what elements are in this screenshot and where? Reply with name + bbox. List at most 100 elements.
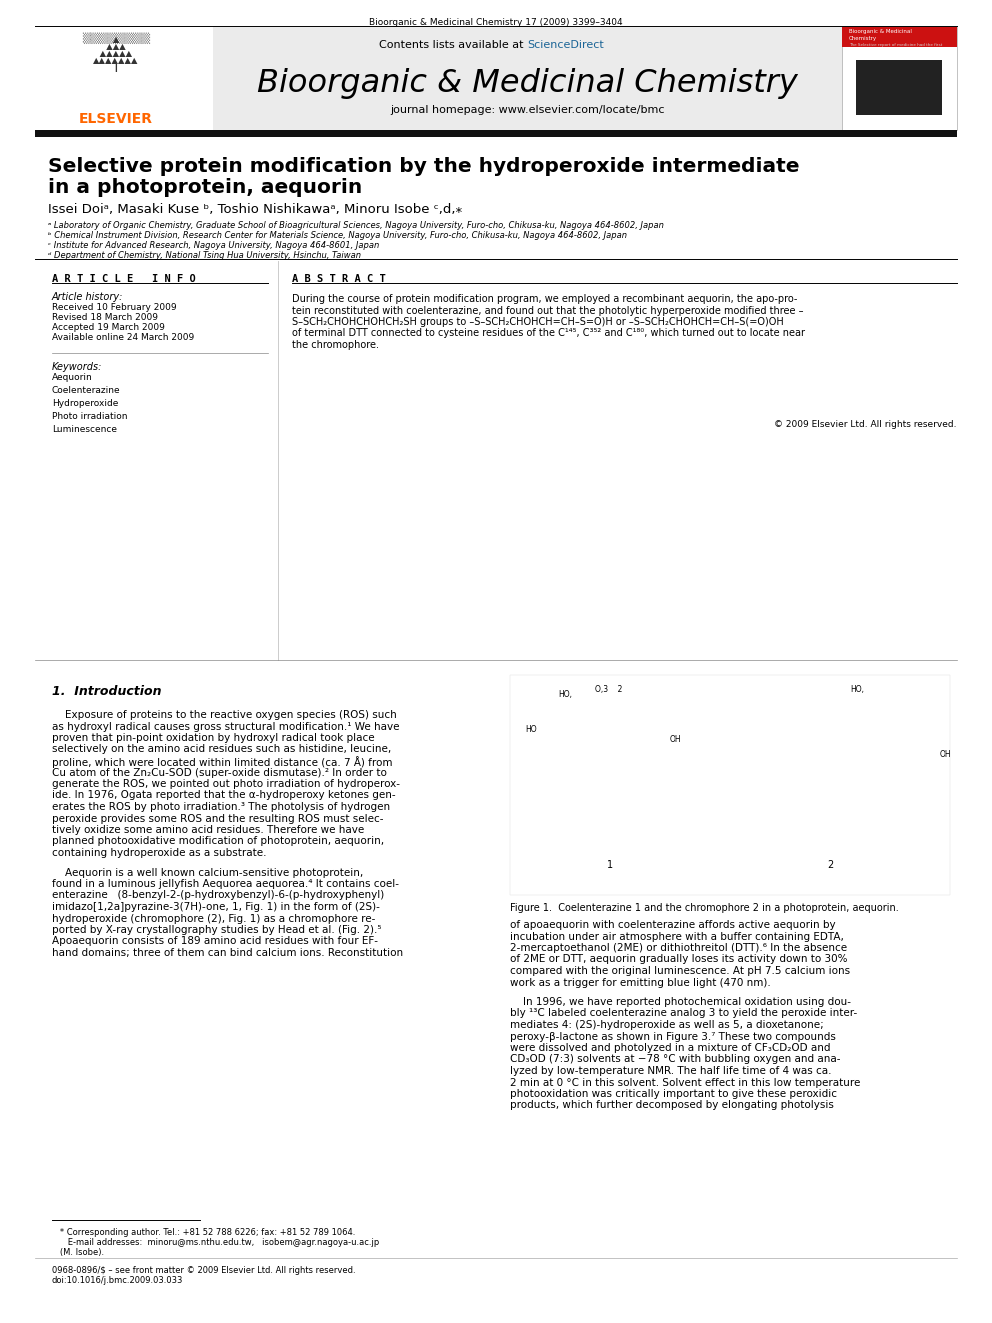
Text: Chemistry: Chemistry: [849, 36, 877, 41]
Text: imidazo[1,2a]pyrazine-3(7H)-one, 1, Fig. 1) in the form of (2S)-: imidazo[1,2a]pyrazine-3(7H)-one, 1, Fig.…: [52, 902, 380, 912]
Text: Photo irradiation: Photo irradiation: [52, 411, 128, 421]
Text: ▲▲▲: ▲▲▲: [101, 42, 131, 52]
Text: work as a trigger for emitting blue light (470 nm).: work as a trigger for emitting blue ligh…: [510, 978, 771, 987]
Bar: [35, 26, 957, 130]
Text: photooxidation was critically important to give these peroxidic: photooxidation was critically important …: [510, 1089, 837, 1099]
Text: ᵇ Chemical Instrument Division, Research Center for Materials Science, Nagoya Un: ᵇ Chemical Instrument Division, Research…: [48, 232, 627, 239]
Text: 2: 2: [827, 860, 833, 871]
Text: ScienceDirect: ScienceDirect: [527, 40, 604, 50]
Text: Bioorganic & Medicinal Chemistry: Bioorganic & Medicinal Chemistry: [257, 67, 798, 99]
Text: 1: 1: [607, 860, 613, 871]
Text: of 2ME or DTT, aequorin gradually loses its activity down to 30%: of 2ME or DTT, aequorin gradually loses …: [510, 954, 847, 964]
Text: lyzed by low-temperature NMR. The half life time of 4 was ca.: lyzed by low-temperature NMR. The half l…: [510, 1066, 831, 1076]
Text: bly ¹³C labeled coelenterazine analog 3 to yield the peroxide inter-: bly ¹³C labeled coelenterazine analog 3 …: [510, 1008, 857, 1019]
Text: ide. In 1976, Ogata reported that the α-hydroperoxy ketones gen-: ide. In 1976, Ogata reported that the α-…: [52, 791, 396, 800]
Text: Keywords:: Keywords:: [52, 363, 102, 372]
Text: were dissolved and photolyzed in a mixture of CF₃CD₂OD and: were dissolved and photolyzed in a mixtu…: [510, 1043, 830, 1053]
Text: Bioorganic & Medicinal: Bioorganic & Medicinal: [849, 29, 912, 34]
Text: Selective protein modification by the hydroperoxide intermediate: Selective protein modification by the hy…: [48, 157, 800, 176]
Text: doi:10.1016/j.bmc.2009.03.033: doi:10.1016/j.bmc.2009.03.033: [52, 1275, 184, 1285]
Text: of apoaequorin with coelenterazine affords active aequorin by: of apoaequorin with coelenterazine affor…: [510, 919, 835, 930]
Text: mediates 4: (2S)-hydroperoxide as well as 5, a dioxetanone;: mediates 4: (2S)-hydroperoxide as well a…: [510, 1020, 823, 1031]
Text: ▒▒▒▒▒▒▒▒: ▒▒▒▒▒▒▒▒: [82, 33, 150, 45]
Text: Available online 24 March 2009: Available online 24 March 2009: [52, 333, 194, 343]
Text: Figure 1.  Coelenterazine 1 and the chromophore 2 in a photoprotein, aequorin.: Figure 1. Coelenterazine 1 and the chrom…: [510, 904, 899, 913]
Text: 2-mercaptoethanol (2ME) or dithiothreitol (DTT).⁶ In the absence: 2-mercaptoethanol (2ME) or dithiothreito…: [510, 943, 847, 953]
Text: hydroperoxide (chromophore (2), Fig. 1) as a chromophore re-: hydroperoxide (chromophore (2), Fig. 1) …: [52, 913, 375, 923]
Text: Coelenterazine: Coelenterazine: [52, 386, 121, 396]
Text: Issei Doiᵃ, Masaki Kuse ᵇ, Toshio Nishikawaᵃ, Minoru Isobe ᶜ,d,⁎: Issei Doiᵃ, Masaki Kuse ᵇ, Toshio Nishik…: [48, 202, 462, 216]
Text: generate the ROS, we pointed out photo irradiation of hydroperox-: generate the ROS, we pointed out photo i…: [52, 779, 400, 789]
Text: Exposure of proteins to the reactive oxygen species (ROS) such: Exposure of proteins to the reactive oxy…: [52, 710, 397, 720]
Text: Bioorganic & Medicinal Chemistry 17 (2009) 3399–3404: Bioorganic & Medicinal Chemistry 17 (200…: [369, 19, 623, 26]
Text: ᵈ Department of Chemistry, National Tsing Hua University, Hsinchu, Taiwan: ᵈ Department of Chemistry, National Tsin…: [48, 251, 361, 261]
Text: planned photooxidative modification of photoprotein, aequorin,: planned photooxidative modification of p…: [52, 836, 384, 847]
Text: O,3    2: O,3 2: [595, 685, 622, 695]
Text: proven that pin-point oxidation by hydroxyl radical took place: proven that pin-point oxidation by hydro…: [52, 733, 375, 744]
Text: in a photoprotein, aequorin: in a photoprotein, aequorin: [48, 179, 362, 197]
Text: enterazine   (8-benzyl-2-(p-hydroxybenzyl)-6-(p-hydroxyphenyl): enterazine (8-benzyl-2-(p-hydroxybenzyl)…: [52, 890, 384, 901]
Text: of terminal DTT connected to cysteine residues of the C¹⁴⁵, C³⁵² and C¹⁸⁰, which: of terminal DTT connected to cysteine re…: [292, 328, 805, 339]
Text: tively oxidize some amino acid residues. Therefore we have: tively oxidize some amino acid residues.…: [52, 826, 364, 835]
Text: During the course of protein modification program, we employed a recombinant aeq: During the course of protein modificatio…: [292, 294, 798, 304]
Text: Revised 18 March 2009: Revised 18 March 2009: [52, 314, 158, 321]
Text: Cu atom of the Zn₂Cu-SOD (super-oxide dismutase).² In order to: Cu atom of the Zn₂Cu-SOD (super-oxide di…: [52, 767, 387, 778]
Bar: [35, 26, 213, 130]
Text: E-mail addresses:  minoru@ms.nthu.edu.tw,   isobem@agr.nagoya-u.ac.jp: E-mail addresses: minoru@ms.nthu.edu.tw,…: [52, 1238, 379, 1248]
Text: ▲: ▲: [105, 34, 127, 44]
Bar: [842, 26, 957, 48]
Bar: [842, 26, 957, 130]
Text: ported by X-ray crystallography studies by Head et al. (Fig. 2).⁵: ported by X-ray crystallography studies …: [52, 925, 382, 935]
Text: Hydroperoxide: Hydroperoxide: [52, 400, 118, 407]
Text: Article history:: Article history:: [52, 292, 123, 302]
Text: products, which further decomposed by elongating photolysis: products, which further decomposed by el…: [510, 1101, 834, 1110]
Text: erates the ROS by photo irradiation.³ The photolysis of hydrogen: erates the ROS by photo irradiation.³ Th…: [52, 802, 390, 812]
Text: 2 min at 0 °C in this solvent. Solvent effect in this low temperature: 2 min at 0 °C in this solvent. Solvent e…: [510, 1077, 860, 1088]
Text: OH: OH: [670, 736, 682, 744]
Text: peroxide provides some ROS and the resulting ROS must selec-: peroxide provides some ROS and the resul…: [52, 814, 384, 823]
Text: OH: OH: [940, 750, 951, 759]
Text: compared with the original luminescence. At pH 7.5 calcium ions: compared with the original luminescence.…: [510, 966, 850, 976]
Text: * Corresponding author. Tel.: +81 52 788 6226; fax: +81 52 789 1064.: * Corresponding author. Tel.: +81 52 788…: [52, 1228, 355, 1237]
Text: 0968-0896/$ – see front matter © 2009 Elsevier Ltd. All rights reserved.: 0968-0896/$ – see front matter © 2009 El…: [52, 1266, 355, 1275]
Bar: [856, 60, 942, 115]
Text: Aequorin: Aequorin: [52, 373, 92, 382]
Text: © 2009 Elsevier Ltd. All rights reserved.: © 2009 Elsevier Ltd. All rights reserved…: [775, 419, 957, 429]
Bar: [35, 130, 957, 138]
Text: proline, which were located within limited distance (ca. 7 Å) from: proline, which were located within limit…: [52, 755, 393, 767]
Text: A B S T R A C T: A B S T R A C T: [292, 274, 386, 284]
Text: Luminescence: Luminescence: [52, 425, 117, 434]
Text: (M. Isobe).: (M. Isobe).: [52, 1248, 104, 1257]
Text: 1.  Introduction: 1. Introduction: [52, 685, 162, 699]
Text: as hydroxyl radical causes gross structural modification.¹ We have: as hydroxyl radical causes gross structu…: [52, 721, 400, 732]
Text: S–SCH₂CHOHCHOHCH₂SH groups to –S–SCH₂CHOHCH=CH–S=O)H or –S–SCH₂CHOHCH=CH–S(=O)OH: S–SCH₂CHOHCHOHCH₂SH groups to –S–SCH₂CHO…: [292, 318, 784, 327]
Text: ELSEVIER: ELSEVIER: [79, 112, 153, 126]
Text: A R T I C L E   I N F O: A R T I C L E I N F O: [52, 274, 195, 284]
Text: found in a luminous jellyfish Aequorea aequorea.⁴ It contains coel-: found in a luminous jellyfish Aequorea a…: [52, 878, 399, 889]
Text: journal homepage: www.elsevier.com/locate/bmc: journal homepage: www.elsevier.com/locat…: [390, 105, 665, 115]
Text: CD₃OD (7:3) solvents at −78 °C with bubbling oxygen and ana-: CD₃OD (7:3) solvents at −78 °C with bubb…: [510, 1054, 840, 1065]
Text: Accepted 19 March 2009: Accepted 19 March 2009: [52, 323, 165, 332]
Text: ▲▲▲▲▲▲▲: ▲▲▲▲▲▲▲: [93, 56, 139, 65]
Text: Received 10 February 2009: Received 10 February 2009: [52, 303, 177, 312]
Text: selectively on the amino acid residues such as histidine, leucine,: selectively on the amino acid residues s…: [52, 745, 391, 754]
Text: In 1996, we have reported photochemical oxidation using dou-: In 1996, we have reported photochemical …: [510, 998, 851, 1007]
Text: ᶜ Institute for Advanced Research, Nagoya University, Nagoya 464-8601, Japan: ᶜ Institute for Advanced Research, Nagoy…: [48, 241, 379, 250]
Text: incubation under air atmosphere with a buffer containing EDTA,: incubation under air atmosphere with a b…: [510, 931, 844, 942]
Text: Apoaequorin consists of 189 amino acid residues with four EF-: Apoaequorin consists of 189 amino acid r…: [52, 937, 378, 946]
Text: the chromophore.: the chromophore.: [292, 340, 379, 351]
Text: Aequorin is a well known calcium-sensitive photoprotein,: Aequorin is a well known calcium-sensiti…: [52, 868, 363, 877]
Text: HO: HO: [525, 725, 537, 734]
Text: ᵃ Laboratory of Organic Chemistry, Graduate School of Bioagricultural Sciences, : ᵃ Laboratory of Organic Chemistry, Gradu…: [48, 221, 664, 230]
Text: containing hydroperoxide as a substrate.: containing hydroperoxide as a substrate.: [52, 848, 267, 859]
Bar: [510, 675, 950, 894]
Text: ▲▲▲▲▲: ▲▲▲▲▲: [97, 49, 135, 58]
Text: tein reconstituted with coelenterazine, and found out that the photolytic hyperp: tein reconstituted with coelenterazine, …: [292, 306, 804, 315]
Text: peroxy-β-lactone as shown in Figure 3.⁷ These two compounds: peroxy-β-lactone as shown in Figure 3.⁷ …: [510, 1032, 836, 1041]
Text: The Selective report of medicine had the first: The Selective report of medicine had the…: [849, 44, 942, 48]
Text: HO,: HO,: [558, 691, 572, 699]
Text: HO,: HO,: [850, 685, 864, 695]
Text: ┃: ┃: [105, 64, 126, 73]
Text: Contents lists available at: Contents lists available at: [379, 40, 527, 50]
Text: hand domains; three of them can bind calcium ions. Reconstitution: hand domains; three of them can bind cal…: [52, 949, 403, 958]
